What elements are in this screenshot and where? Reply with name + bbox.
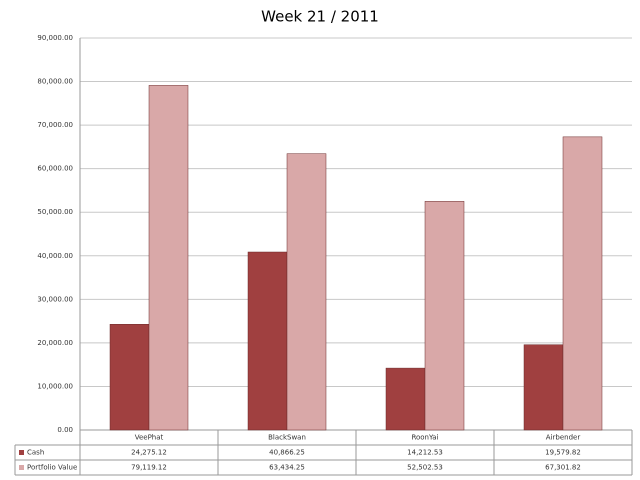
- y-tick-label: 90,000.00: [37, 34, 73, 42]
- x-tick-label: VeePhat: [135, 434, 164, 442]
- chart-title: Week 21 / 2011: [261, 8, 379, 26]
- bar: [286, 153, 327, 431]
- y-tick-label: 0.00: [57, 426, 73, 434]
- x-tick-label: Airbender: [546, 434, 581, 442]
- y-tick-label: 20,000.00: [37, 339, 73, 347]
- table-value: 63,434.25: [269, 464, 305, 472]
- table-value: 67,301.82: [545, 464, 581, 472]
- bar: [148, 85, 189, 431]
- x-tick-label: BlackSwan: [268, 434, 306, 442]
- y-tick-label: 30,000.00: [37, 295, 73, 303]
- bar: [424, 201, 465, 431]
- table-value: 40,866.25: [269, 449, 305, 457]
- legend-label: Cash: [27, 449, 44, 457]
- legend-swatch: [19, 465, 24, 470]
- y-tick-label: 10,000.00: [37, 382, 73, 390]
- table-value: 19,579.82: [545, 449, 581, 457]
- table-value: 52,502.53: [407, 464, 443, 472]
- y-tick-label: 60,000.00: [37, 165, 73, 173]
- bar: [109, 324, 150, 431]
- table-value: 79,119.12: [131, 464, 167, 472]
- bar: [523, 344, 564, 431]
- y-tick-label: 70,000.00: [37, 121, 73, 129]
- legend-label: Portfolio Value: [27, 464, 77, 472]
- table-value: 24,275.12: [131, 449, 167, 457]
- y-tick-label: 80,000.00: [37, 78, 73, 86]
- bar: [562, 136, 603, 431]
- y-tick-label: 50,000.00: [37, 208, 73, 216]
- bar: [385, 367, 426, 431]
- legend-swatch: [19, 450, 24, 455]
- y-tick-label: 40,000.00: [37, 252, 73, 260]
- table-value: 14,212.53: [407, 449, 443, 457]
- bar: [247, 251, 288, 431]
- x-tick-label: RoonYai: [411, 434, 438, 442]
